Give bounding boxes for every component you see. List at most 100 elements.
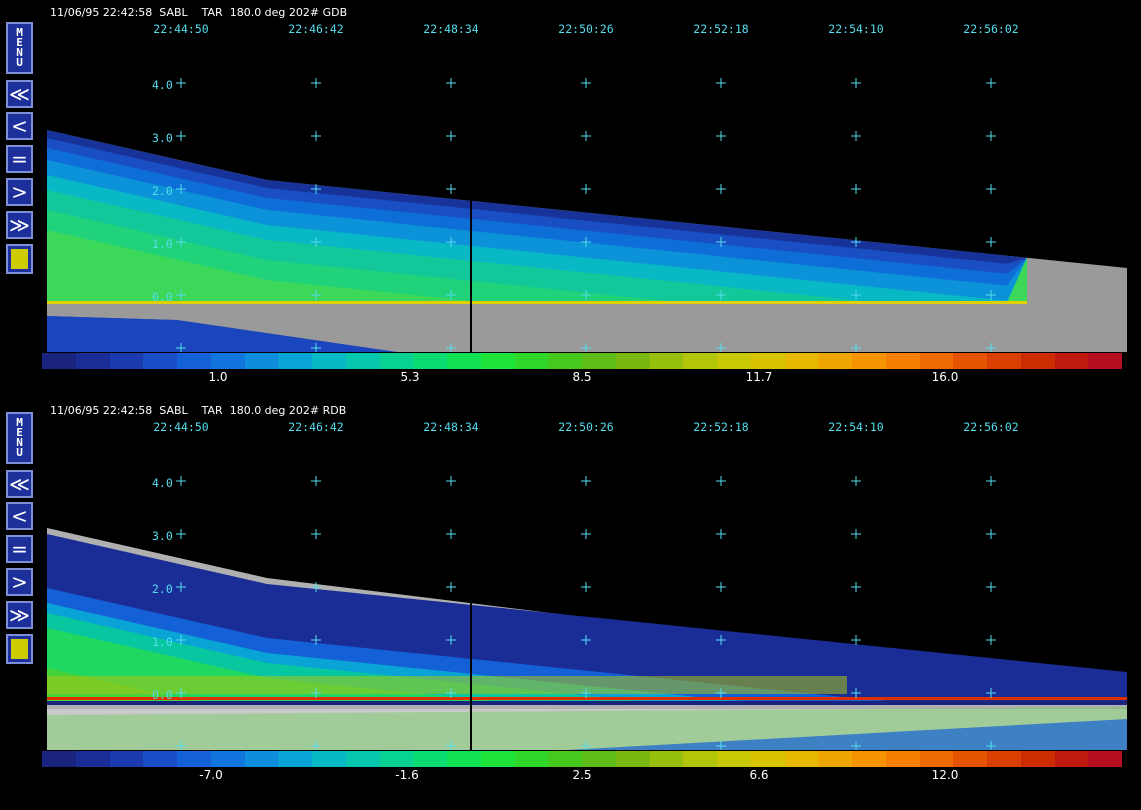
velocity-plot[interactable]	[47, 418, 1127, 750]
time-label: 22:56:02	[963, 22, 1019, 36]
color-swatch-button[interactable]	[6, 634, 33, 664]
colorbar-segment	[210, 353, 245, 369]
colorbar-segment	[885, 353, 920, 369]
colorbar-segment	[75, 751, 110, 767]
grid-marker	[311, 237, 321, 247]
colorbar-segment	[514, 353, 549, 369]
grid-marker	[311, 529, 321, 539]
step-back-button[interactable]: <	[6, 502, 33, 530]
step-forward-button[interactable]: >	[6, 178, 33, 206]
grid-marker	[851, 476, 861, 486]
colorbar-segment	[885, 751, 920, 767]
colorbar-segment	[615, 751, 650, 767]
grid-marker	[986, 184, 996, 194]
grid-marker	[716, 476, 726, 486]
pause-button[interactable]: =	[6, 145, 33, 173]
grid-marker	[446, 343, 456, 352]
colorbar-segment	[143, 353, 177, 369]
colorbar-segment	[177, 353, 211, 369]
grid-marker	[176, 635, 186, 645]
colorbar-segment	[278, 751, 312, 767]
lidar-image	[47, 20, 1127, 352]
time-label: 22:48:34	[423, 22, 479, 36]
colorbar-segment	[244, 353, 279, 369]
colorbar-segment	[1020, 353, 1055, 369]
grid-marker	[716, 635, 726, 645]
height-label: 3.0	[152, 131, 173, 145]
colorbar-segment	[42, 751, 76, 767]
yellow-swatch-icon	[11, 639, 28, 659]
colorbar-label: 12.0	[931, 768, 959, 782]
fast-forward-button[interactable]: ≫	[6, 211, 33, 239]
fast-forward-button[interactable]: ≫	[6, 601, 33, 629]
grid-marker	[446, 529, 456, 539]
grid-marker	[581, 529, 591, 539]
chevron-left-icon: <	[11, 114, 28, 138]
grid-marker	[851, 529, 861, 539]
colorbar-segment	[480, 751, 515, 767]
grid-marker	[986, 343, 996, 352]
colorbar-segment	[514, 751, 549, 767]
chevron-left-icon: <	[11, 504, 28, 528]
colorbar-segment	[447, 751, 481, 767]
colorbar-segment	[548, 751, 582, 767]
grid-marker	[986, 635, 996, 645]
grid-marker	[716, 688, 726, 698]
grid-marker	[716, 78, 726, 88]
grid-marker	[446, 476, 456, 486]
grid-marker	[176, 131, 186, 141]
colorbar-segment	[379, 353, 414, 369]
time-label: 22:44:50	[153, 420, 209, 434]
grid-marker	[176, 582, 186, 592]
grid-marker	[176, 290, 186, 300]
grid-marker	[446, 78, 456, 88]
time-label: 22:50:26	[558, 22, 614, 36]
step-back-button[interactable]: <	[6, 112, 33, 140]
lidar-image	[47, 418, 1127, 750]
colorbar-segment	[717, 353, 751, 369]
colorbar-segment	[852, 353, 886, 369]
fast-rewind-button[interactable]: ≪	[6, 80, 33, 108]
time-label: 22:50:26	[558, 420, 614, 434]
colorbar-segment	[413, 353, 447, 369]
step-forward-button[interactable]: >	[6, 568, 33, 596]
colorbar-label: 5.3	[400, 370, 420, 384]
colorbar-label: -7.0	[199, 768, 223, 782]
colorbar-segment	[312, 353, 346, 369]
grid-marker	[581, 131, 591, 141]
fast-rewind-button[interactable]: ≪	[6, 470, 33, 498]
reflectivity-plot[interactable]	[47, 20, 1127, 352]
colorbar-segment	[852, 751, 886, 767]
grid-marker	[986, 131, 996, 141]
height-label: 0.0	[152, 688, 173, 702]
time-label: 22:52:18	[693, 420, 749, 434]
grid-marker	[446, 290, 456, 300]
grid-marker	[581, 78, 591, 88]
grid-marker	[716, 184, 726, 194]
grid-marker	[716, 131, 726, 141]
colorbar-segment	[75, 353, 110, 369]
colorbar-segment	[1020, 751, 1055, 767]
grid-marker	[716, 290, 726, 300]
chevron-right-icon: >	[11, 180, 28, 204]
colorbar-segment	[345, 353, 380, 369]
colorbar-segment	[919, 353, 954, 369]
colorbar-segment	[649, 751, 684, 767]
grid-marker	[851, 741, 861, 750]
grid-marker	[176, 78, 186, 88]
colorbar	[42, 353, 1122, 369]
grid-marker	[446, 131, 456, 141]
pause-button[interactable]: =	[6, 535, 33, 563]
colorbar-segment	[548, 353, 582, 369]
grid-marker	[176, 529, 186, 539]
colorbar-segment	[987, 353, 1021, 369]
grid-marker	[581, 237, 591, 247]
height-label: 4.0	[152, 476, 173, 490]
color-swatch-button[interactable]	[6, 244, 33, 274]
time-label: 22:44:50	[153, 22, 209, 36]
double-chevron-left-icon: ≪	[9, 82, 30, 106]
grid-marker	[986, 688, 996, 698]
grid-marker	[851, 237, 861, 247]
